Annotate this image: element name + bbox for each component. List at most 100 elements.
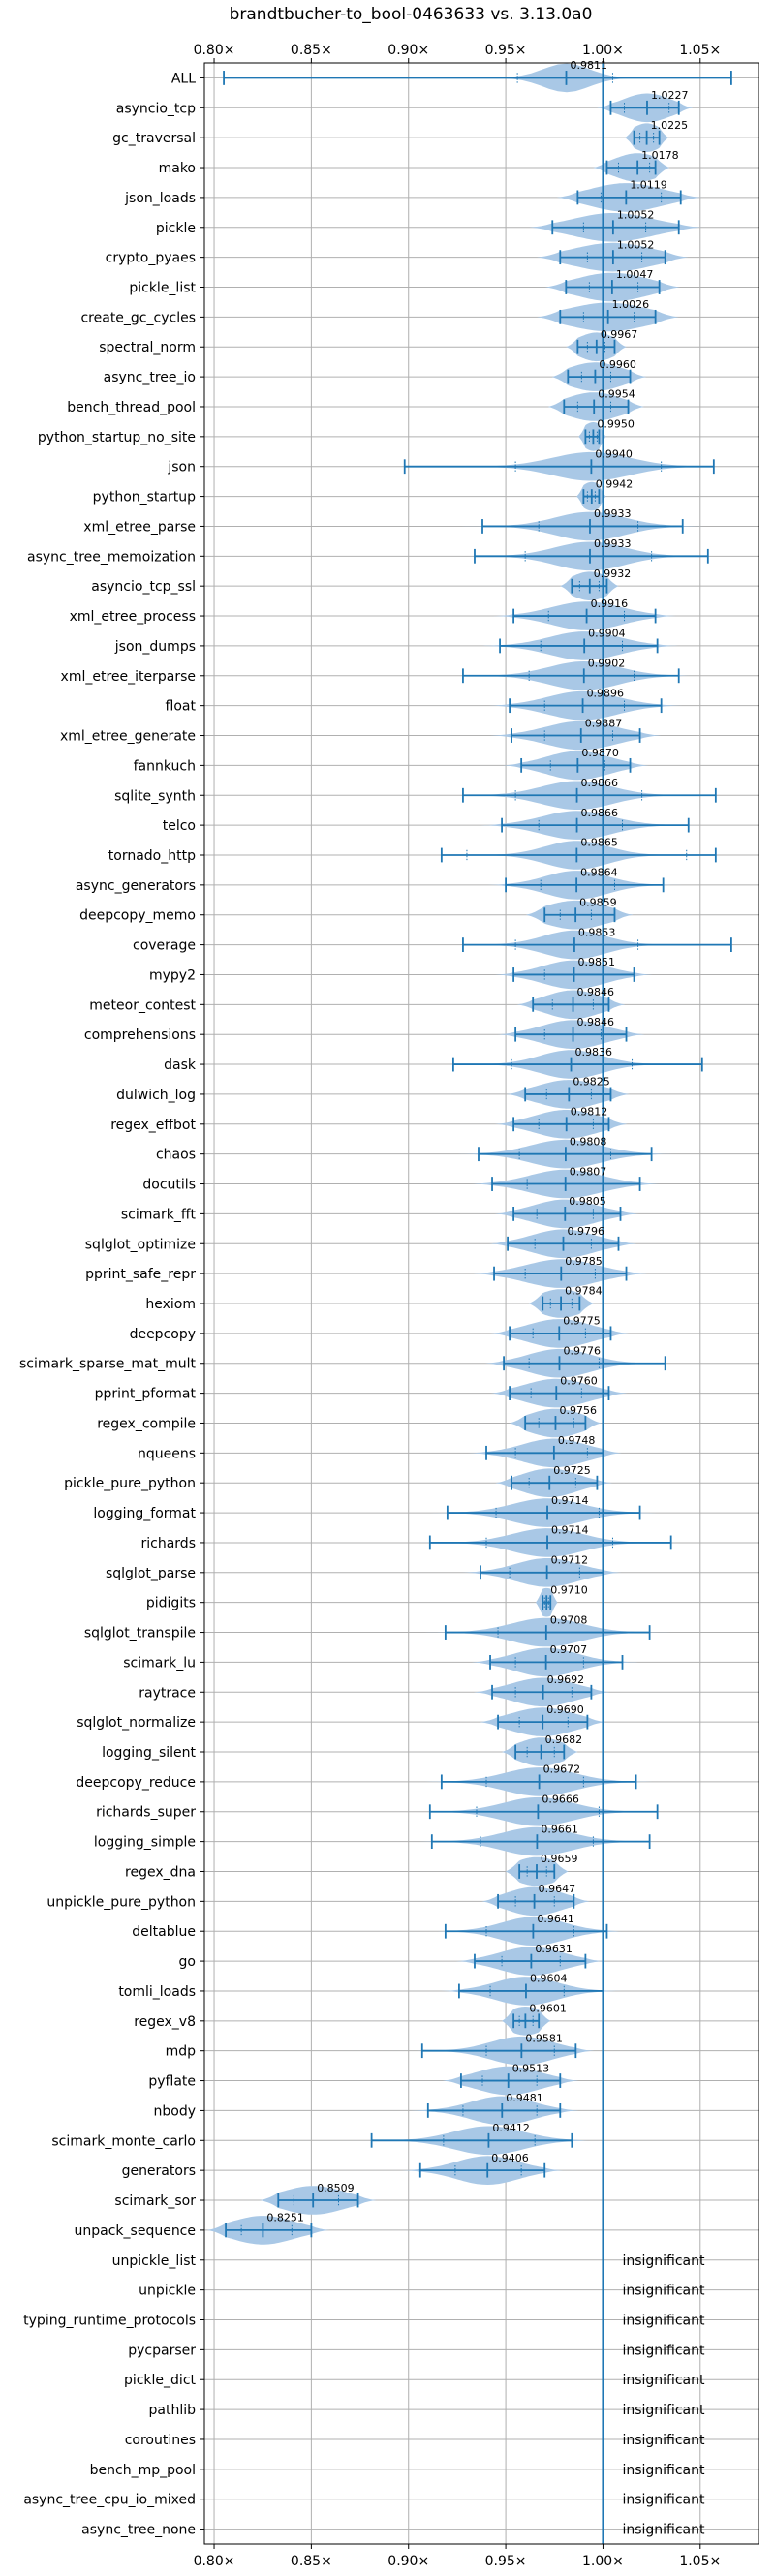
value-label: 0.9707: [550, 1643, 588, 1656]
category-label: xml_etree_generate: [60, 729, 196, 745]
value-label: 0.9581: [525, 2032, 563, 2044]
insignificant-label: insignificant: [622, 2343, 705, 2358]
category-label: unpickle_pure_python: [46, 1894, 196, 1910]
category-label: pickle_pure_python: [64, 1476, 196, 1491]
insignificant-label: insignificant: [622, 2493, 705, 2508]
category-label: deepcopy_reduce: [76, 1775, 196, 1791]
category-label: logging_silent: [102, 1745, 196, 1761]
value-label: 0.8251: [266, 2212, 304, 2224]
value-label: 0.9690: [546, 1703, 584, 1716]
category-label: python_startup_no_site: [38, 430, 196, 445]
category-label: pycparser: [128, 2343, 196, 2358]
category-label: go: [179, 1954, 196, 1970]
category-label: typing_runtime_protocols: [23, 2313, 196, 2328]
category-label: tornado_http: [108, 848, 196, 864]
category-label: richards: [141, 1536, 197, 1551]
category-label: python_startup: [93, 490, 196, 506]
category-label: ALL: [171, 71, 196, 86]
category-label: pidigits: [146, 1596, 196, 1611]
category-label: unpickle: [139, 2284, 196, 2299]
x-tick-label-top: 0.85×: [291, 43, 332, 58]
value-label: 0.9647: [539, 1883, 576, 1895]
x-tick-label-bottom: 0.95×: [485, 2554, 527, 2569]
x-tick-label-top: 0.95×: [485, 43, 527, 58]
category-label: bench_mp_pool: [90, 2463, 196, 2478]
insignificant-label: insignificant: [622, 2313, 705, 2328]
value-label: 0.9866: [581, 807, 619, 819]
value-label: 0.9933: [594, 537, 632, 550]
value-label: 0.9853: [578, 926, 616, 938]
value-label: 0.9708: [550, 1613, 588, 1626]
category-label: regex_effbot: [110, 1118, 196, 1133]
value-label: 1.0047: [616, 268, 654, 281]
insignificant-label: insignificant: [622, 2284, 705, 2299]
category-label: scimark_sor: [114, 2193, 196, 2209]
category-label: mypy2: [149, 967, 196, 983]
value-label: 0.9942: [596, 477, 634, 490]
value-label: 0.9785: [565, 1255, 603, 1268]
category-label: comprehensions: [84, 1027, 196, 1043]
category-label: dask: [164, 1058, 197, 1073]
value-label: 0.9967: [601, 328, 638, 341]
value-label: 0.9406: [491, 2152, 529, 2164]
value-label: 0.9661: [541, 1823, 578, 1835]
value-label: 0.9836: [575, 1046, 613, 1058]
category-label: sqlite_synth: [114, 788, 196, 804]
value-label: 0.9950: [597, 418, 635, 431]
category-label: async_tree_none: [81, 2523, 196, 2538]
value-label: 0.9714: [551, 1494, 589, 1507]
category-label: regex_v8: [134, 2014, 196, 2030]
category-label: meteor_contest: [89, 997, 196, 1013]
category-label: deepcopy: [130, 1327, 196, 1342]
category-label: docutils: [142, 1178, 196, 1193]
value-label: 0.9776: [563, 1344, 601, 1357]
value-label: 0.9756: [559, 1404, 597, 1417]
value-label: 0.9805: [569, 1195, 606, 1208]
category-label: async_tree_memoization: [27, 549, 196, 565]
value-label: 0.8509: [317, 2182, 355, 2194]
value-label: 0.9811: [571, 59, 608, 72]
category-label: asyncio_tcp_ssl: [91, 579, 196, 595]
value-label: 0.9960: [599, 358, 636, 371]
insignificant-label: insignificant: [622, 2403, 705, 2418]
category-label: deepcopy_memo: [79, 908, 196, 924]
category-label: logging_simple: [94, 1835, 196, 1851]
value-label: 0.9846: [577, 1016, 615, 1028]
value-label: 0.9859: [579, 896, 617, 908]
category-label: hexiom: [145, 1297, 196, 1312]
value-label: 0.9659: [541, 1853, 578, 1865]
value-label: 0.9710: [550, 1583, 588, 1596]
category-label: xml_etree_process: [70, 609, 196, 625]
value-label: 0.9714: [551, 1524, 589, 1537]
category-label: dulwich_log: [116, 1088, 196, 1103]
plot-frame: [203, 62, 760, 2545]
x-tick-label-top: 1.00×: [582, 43, 624, 58]
category-label: pickle_dict: [124, 2373, 197, 2388]
category-label: xml_etree_iterparse: [61, 669, 196, 685]
value-label: 1.0119: [630, 179, 667, 192]
category-label: sqlglot_parse: [106, 1566, 196, 1581]
value-label: 0.9601: [529, 2003, 567, 2015]
value-label: 0.9748: [558, 1434, 596, 1447]
category-label: async_tree_cpu_io_mixed: [23, 2493, 196, 2508]
category-label: sqlglot_transpile: [84, 1626, 196, 1641]
category-label: unpack_sequence: [75, 2223, 196, 2239]
category-label: nbody: [154, 2103, 197, 2119]
x-tick-label-top: 1.05×: [679, 43, 721, 58]
value-label: 0.9672: [543, 1763, 581, 1776]
x-tick-label-top: 0.90×: [388, 43, 429, 58]
x-tick-label-bottom: 0.85×: [291, 2554, 332, 2569]
value-label: 0.9866: [581, 777, 619, 789]
value-label: 0.9725: [553, 1464, 591, 1477]
value-label: 0.9682: [545, 1733, 583, 1746]
value-label: 0.9641: [537, 1913, 574, 1925]
value-label: 0.9784: [565, 1285, 603, 1298]
value-label: 1.0225: [651, 119, 689, 132]
value-label: 0.9760: [560, 1374, 598, 1387]
value-label: 1.0026: [612, 298, 650, 311]
category-label: bench_thread_pool: [67, 400, 196, 415]
category-label: xml_etree_parse: [83, 519, 196, 535]
value-label: 1.0052: [617, 238, 655, 251]
value-label: 0.9846: [577, 986, 615, 998]
